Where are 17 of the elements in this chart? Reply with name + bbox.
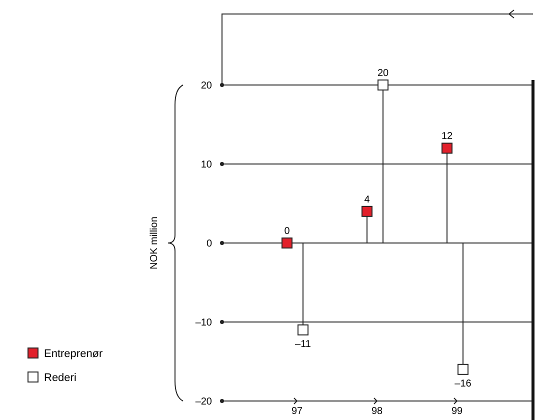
data-label: 12 (441, 131, 453, 142)
legend-label: Rederi (44, 372, 76, 384)
y-tick-label: –20 (195, 396, 212, 408)
data-label: 4 (364, 194, 370, 206)
y-tick-label: –10 (195, 318, 212, 328)
data-label: 0 (284, 226, 290, 237)
legend-label: Entreprenør (44, 348, 104, 360)
data-label: –11 (295, 338, 312, 350)
data-label: –16 (454, 378, 472, 390)
y-tick-label: 10 (200, 160, 212, 170)
x-tick-label: 98 (371, 406, 383, 417)
y-tick-label: 0 (206, 238, 212, 250)
data-label: 20 (377, 68, 389, 79)
y-tick-label: 20 (200, 80, 212, 92)
y-axis-title: NOK million (149, 216, 160, 270)
x-tick-label: 99 (451, 406, 463, 417)
x-tick-label: 97 (291, 406, 303, 417)
